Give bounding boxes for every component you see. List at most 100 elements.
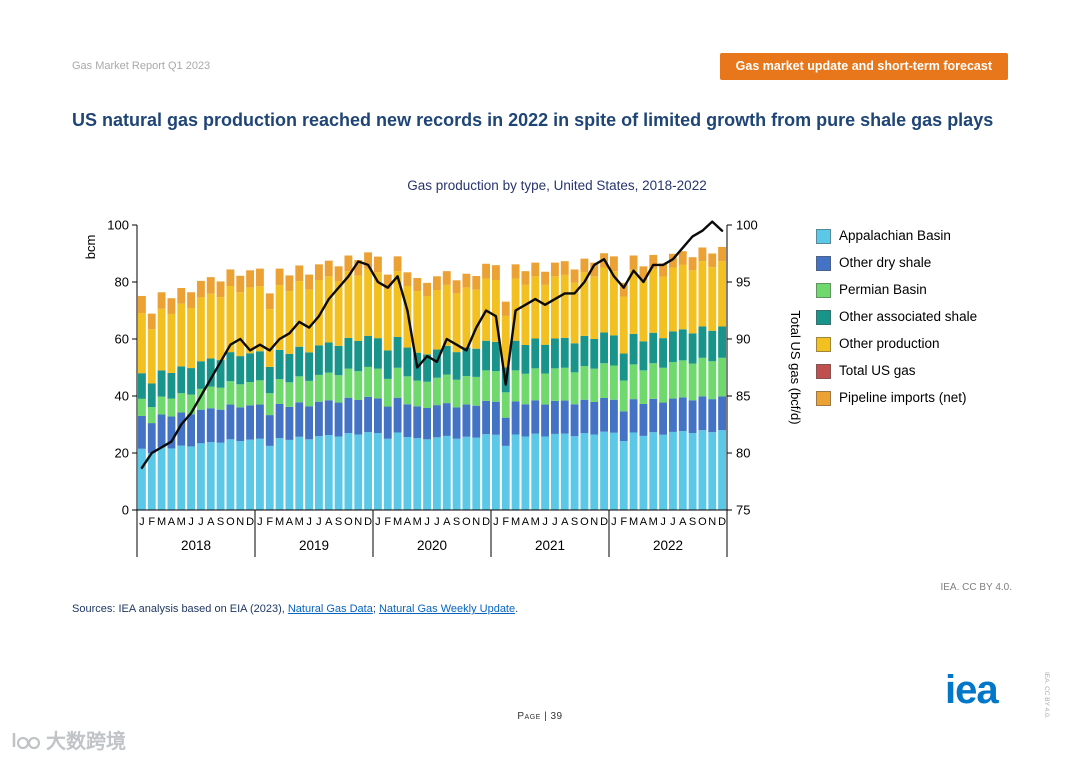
svg-text:M: M	[393, 516, 402, 528]
iea-logo: iea	[945, 668, 999, 712]
svg-text:M: M	[511, 516, 520, 528]
svg-text:S: S	[453, 516, 460, 528]
svg-text:O: O	[580, 516, 589, 528]
sources-separator: ;	[372, 603, 379, 615]
natural-gas-data-link[interactable]: Natural Gas Data	[287, 603, 373, 615]
svg-text:M: M	[295, 516, 304, 528]
legend-label: Other associated shale	[839, 309, 978, 324]
svg-text:A: A	[561, 516, 569, 528]
svg-text:N: N	[236, 516, 244, 528]
svg-text:75: 75	[736, 503, 750, 518]
svg-text:F: F	[148, 516, 155, 528]
svg-text:2020: 2020	[417, 538, 447, 553]
legend-swatch	[816, 391, 831, 406]
svg-text:O: O	[344, 516, 353, 528]
legend-item: Permian Basin	[816, 282, 1012, 298]
svg-text:90: 90	[736, 332, 750, 347]
legend-label: Pipeline imports (net)	[839, 390, 967, 405]
svg-text:J: J	[257, 516, 263, 528]
legend-label: Total US gas	[839, 363, 916, 378]
svg-text:20: 20	[115, 446, 129, 461]
svg-text:A: A	[286, 516, 294, 528]
watermark-text: 大数跨境	[46, 731, 126, 753]
svg-text:D: D	[246, 516, 254, 528]
svg-text:J: J	[139, 516, 145, 528]
svg-text:N: N	[472, 516, 480, 528]
svg-text:2022: 2022	[653, 538, 683, 553]
report-name: Gas Market Report Q1 2023	[72, 60, 211, 72]
svg-text:F: F	[502, 516, 509, 528]
legend-label: Other production	[839, 336, 940, 351]
legend-swatch	[816, 229, 831, 244]
svg-text:D: D	[364, 516, 372, 528]
svg-text:80: 80	[736, 446, 750, 461]
svg-text:60: 60	[115, 332, 129, 347]
svg-text:A: A	[207, 516, 215, 528]
legend-item: Other production	[816, 336, 1012, 352]
svg-text:S: S	[689, 516, 696, 528]
svg-text:J: J	[306, 516, 312, 528]
svg-text:100: 100	[107, 218, 129, 233]
svg-text:M: M	[629, 516, 638, 528]
legend-item: Other associated shale	[816, 309, 1012, 325]
svg-text:A: A	[168, 516, 176, 528]
side-license-note: IEA. CC BY 4.0.	[1043, 672, 1050, 719]
svg-text:A: A	[640, 516, 648, 528]
svg-text:2018: 2018	[181, 538, 211, 553]
svg-text:2021: 2021	[535, 538, 565, 553]
svg-text:J: J	[611, 516, 617, 528]
svg-text:J: J	[552, 516, 558, 528]
svg-text:J: J	[316, 516, 322, 528]
svg-text:A: A	[404, 516, 412, 528]
svg-text:S: S	[571, 516, 578, 528]
gas-production-chart: 0 20 40 60 80 100 75 80 85 90 95 100 bcm Total US gas…	[83, 218, 803, 557]
svg-text:J: J	[434, 516, 440, 528]
legend-swatch	[816, 364, 831, 379]
svg-text:M: M	[649, 516, 658, 528]
svg-text:0: 0	[122, 503, 129, 518]
natural-gas-weekly-update-link[interactable]: Natural Gas Weekly Update	[378, 603, 516, 615]
legend-swatch	[816, 256, 831, 271]
legend-swatch	[816, 283, 831, 298]
svg-text:O: O	[462, 516, 471, 528]
svg-text:S: S	[217, 516, 224, 528]
chart-legend: Appalachian Basin Other dry shale Permian …	[816, 228, 1012, 417]
section-banner: Gas market update and short-term forecas…	[719, 53, 1008, 80]
svg-text:O: O	[698, 516, 707, 528]
svg-text:F: F	[620, 516, 627, 528]
legend-item: Other dry shale	[816, 255, 1012, 271]
svg-text:A: A	[443, 516, 451, 528]
svg-text:D: D	[718, 516, 726, 528]
svg-text:N: N	[354, 516, 362, 528]
svg-text:A: A	[325, 516, 333, 528]
svg-text:100: 100	[736, 218, 758, 233]
svg-text:J: J	[375, 516, 381, 528]
svg-text:J: J	[198, 516, 204, 528]
svg-text:N: N	[590, 516, 598, 528]
sources-text: Sources: IEA analysis based on EIA (2023…	[72, 603, 288, 615]
svg-text:S: S	[335, 516, 342, 528]
svg-text:85: 85	[736, 389, 750, 404]
svg-text:A: A	[522, 516, 530, 528]
svg-text:D: D	[482, 516, 490, 528]
legend-item: Total US gas	[816, 363, 1012, 379]
svg-text:M: M	[157, 516, 166, 528]
license-credit: IEA. CC BY 4.0.	[940, 582, 1012, 593]
legend-swatch	[816, 337, 831, 352]
svg-text:N: N	[708, 516, 716, 528]
svg-text:J: J	[660, 516, 666, 528]
svg-text:95: 95	[736, 275, 750, 290]
legend-item: Appalachian Basin	[816, 228, 1012, 244]
legend-label: Other dry shale	[839, 255, 932, 270]
svg-text:J: J	[542, 516, 548, 528]
legend-label: Appalachian Basin	[839, 228, 951, 243]
svg-text:J: J	[188, 516, 194, 528]
svg-text:D: D	[600, 516, 608, 528]
page-title: US natural gas production reached new re…	[72, 110, 994, 130]
sources-suffix: .	[515, 603, 519, 615]
legend-label: Permian Basin	[839, 282, 927, 297]
svg-text:80: 80	[115, 275, 129, 290]
svg-text:M: M	[531, 516, 540, 528]
svg-text:M: M	[413, 516, 422, 528]
